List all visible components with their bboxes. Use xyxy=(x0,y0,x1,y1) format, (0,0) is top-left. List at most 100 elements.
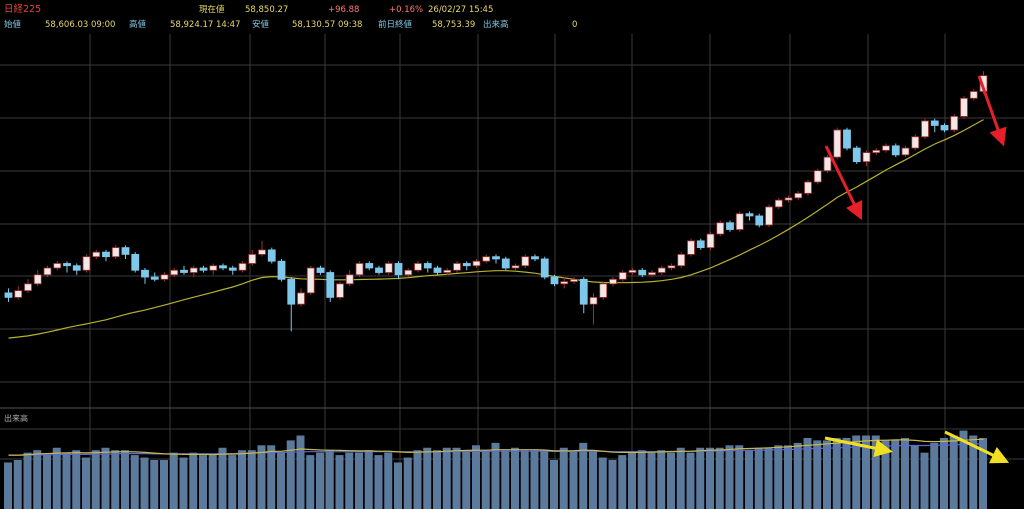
candle-up xyxy=(43,267,52,276)
candle-up xyxy=(628,269,637,273)
volume-bar xyxy=(920,452,929,509)
candle-down xyxy=(394,263,403,276)
volume-bar xyxy=(33,450,42,509)
candle-up xyxy=(297,292,305,305)
volume-bar xyxy=(91,450,100,509)
candlestick-chart: 出来高 xyxy=(0,34,1024,509)
candle-up xyxy=(823,156,832,172)
annotation-arrows xyxy=(824,75,1010,464)
candle-up xyxy=(950,116,959,131)
candle-down xyxy=(4,292,13,298)
candle-down xyxy=(316,267,325,273)
yellow-down-arrow-2 xyxy=(944,430,1010,464)
volume-bar xyxy=(316,452,324,509)
volume-bar xyxy=(813,440,822,509)
volume-bar xyxy=(286,440,295,509)
volume-bar xyxy=(520,450,529,509)
candle-up xyxy=(657,267,666,273)
candle-up xyxy=(92,251,101,258)
candle-down xyxy=(501,258,510,269)
candle-up xyxy=(453,263,461,271)
volume-bar xyxy=(208,455,217,509)
candle-down xyxy=(531,256,539,260)
volume-bar xyxy=(384,452,393,509)
volume-bar xyxy=(793,442,802,509)
candle-down xyxy=(121,247,130,255)
candle-down xyxy=(277,260,286,280)
volume-bar xyxy=(969,435,978,509)
candle-up xyxy=(804,181,812,194)
candle-down xyxy=(940,125,949,131)
candle-up xyxy=(53,263,62,269)
price-change: +96.88 xyxy=(328,5,360,15)
volume-bar xyxy=(267,445,276,509)
volume-bar xyxy=(910,445,919,509)
volume-bar xyxy=(374,455,383,509)
volume-bar xyxy=(218,447,227,509)
red-down-arrow-2 xyxy=(977,75,1007,147)
candle-up xyxy=(443,269,452,273)
volume-bar xyxy=(140,457,149,509)
candle-up xyxy=(209,265,218,271)
candle-up xyxy=(355,263,364,276)
volume-bar xyxy=(979,437,987,509)
volume-bar xyxy=(150,460,159,509)
candle-up xyxy=(336,283,344,298)
volume-bar xyxy=(306,455,315,509)
volume-bar xyxy=(725,445,734,509)
candle-up xyxy=(813,170,822,183)
volume-bar xyxy=(891,440,900,509)
candle-up xyxy=(960,97,968,117)
volume-bar xyxy=(491,442,500,509)
volume-bar xyxy=(394,462,402,509)
volume-bar xyxy=(754,447,763,509)
candle-up xyxy=(716,222,725,235)
volume-bar xyxy=(647,452,656,509)
candle-up xyxy=(248,254,257,264)
candle-down xyxy=(843,129,851,149)
volume-bars-layer xyxy=(4,430,987,509)
volume-bar xyxy=(706,447,714,509)
candle-up xyxy=(872,149,881,154)
candle-up xyxy=(189,267,198,273)
volume-bar xyxy=(569,450,578,509)
candle-up xyxy=(735,213,744,230)
volume-bar xyxy=(452,447,461,509)
open-value: 58,606.03 09:00 xyxy=(45,20,116,30)
volume-bar xyxy=(550,460,558,509)
volume-bar xyxy=(228,455,237,509)
candle-down xyxy=(102,251,110,258)
volume-bar xyxy=(169,452,178,509)
candle-down xyxy=(63,263,71,267)
candle-down xyxy=(199,267,208,271)
moving-average-layer xyxy=(8,119,984,339)
candle-down xyxy=(540,258,549,278)
volume-bar xyxy=(579,442,588,509)
candle-up xyxy=(170,269,179,276)
candle-up xyxy=(618,272,627,280)
candle-up xyxy=(911,136,920,149)
price-change-pct: +0.16% xyxy=(389,5,424,15)
candle-up xyxy=(14,290,23,298)
volume-bar xyxy=(257,445,266,509)
volume-bar xyxy=(598,457,607,509)
volume-bar xyxy=(735,445,744,509)
candle-up xyxy=(784,197,793,201)
candle-down xyxy=(180,269,188,273)
volume-bar xyxy=(355,452,363,509)
candle-down xyxy=(228,267,237,271)
candle-up xyxy=(706,233,715,249)
volume-bar xyxy=(618,455,627,509)
candle-up xyxy=(765,206,773,226)
candle-up xyxy=(599,283,608,298)
volume-bar xyxy=(101,447,110,509)
volume-bar xyxy=(335,455,344,509)
current-price-value: 58,850.27 xyxy=(245,5,289,15)
candle-up xyxy=(33,274,42,285)
volume-bar xyxy=(364,450,373,509)
candle-down xyxy=(696,240,705,249)
volume-bar xyxy=(676,447,685,509)
candle-down xyxy=(219,265,227,269)
volume-bar xyxy=(325,450,334,509)
volume-bar xyxy=(345,452,354,509)
